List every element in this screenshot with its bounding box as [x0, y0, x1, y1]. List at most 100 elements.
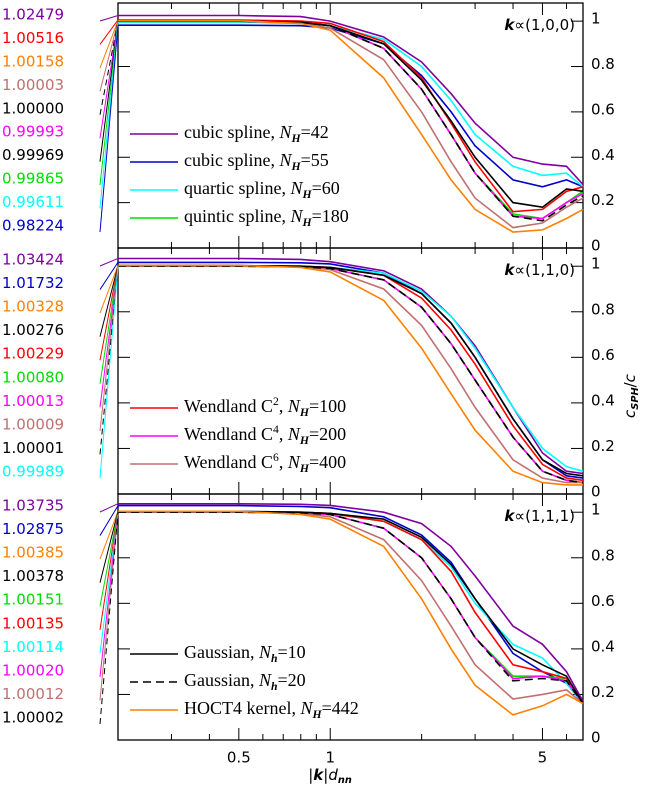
text-part: nn	[338, 775, 352, 786]
limit-label: 0.98224	[2, 217, 64, 235]
text-part: SPH	[630, 387, 641, 409]
limit-connector	[99, 265, 119, 361]
legend-label: quartic spline, NH=60	[184, 178, 340, 201]
text-part: ,	[279, 452, 288, 472]
limit-label: 1.03424	[2, 251, 64, 269]
text-part: ∝(1,1,1)	[514, 507, 575, 525]
limit-connector	[99, 265, 119, 314]
text-part: =55	[301, 150, 329, 170]
limit-connector	[99, 20, 119, 69]
limit-connector	[99, 265, 119, 384]
limit-connector	[99, 512, 119, 725]
limit-label: 1.03735	[2, 497, 64, 515]
y-axis-label: cSPH/c	[621, 373, 642, 418]
text-part: Wendland C	[184, 396, 273, 416]
limit-label: 0.99969	[2, 146, 64, 164]
curve	[118, 261, 584, 479]
text-part: cubic spline,	[184, 150, 279, 170]
limit-label: 1.00002	[2, 709, 64, 727]
limit-connector	[99, 21, 119, 115]
legend-label: Gaussian, Nh=10	[184, 642, 306, 665]
legend-label: cubic spline, NH=55	[184, 150, 329, 173]
curve	[118, 265, 584, 484]
panel-annotation: k∝(1,1,1)	[504, 507, 575, 525]
text-part: N	[289, 178, 303, 198]
curve	[118, 14, 584, 186]
limit-connector	[99, 21, 119, 139]
y-tick-label: 0.2	[591, 191, 615, 209]
text-part: N	[299, 698, 313, 718]
x-axis-label: |k|dnn	[308, 766, 352, 787]
limit-connector	[99, 262, 119, 290]
legend-label: Wendland C2, NH=100	[184, 395, 346, 419]
curve	[118, 264, 584, 477]
text-part: N	[278, 122, 292, 142]
text-part: H	[312, 708, 323, 721]
text-part: cubic spline,	[184, 122, 279, 142]
text-part: HOCT4 kernel,	[184, 698, 300, 718]
y-tick-label: 0.2	[591, 437, 615, 455]
limit-label: 1.00158	[2, 52, 64, 70]
text-part: =100	[309, 396, 346, 416]
text-part: H	[299, 406, 310, 419]
text-part: c	[621, 373, 639, 382]
panel-annotation: k∝(1,0,0)	[504, 16, 575, 34]
text-part: 2	[273, 395, 279, 408]
legend-label: Gaussian, Nh=20	[184, 670, 306, 693]
limit-connector	[99, 505, 119, 536]
text-part: H	[302, 216, 313, 229]
text-part: Gaussian,	[184, 670, 259, 690]
text-part: ∝(1,1,0)	[514, 261, 575, 279]
y-tick-label: 0.2	[591, 683, 615, 701]
limit-connector	[99, 265, 119, 337]
legend-label: HOCT4 kernel, NH=442	[184, 698, 359, 721]
y-tick-label: 0	[591, 237, 601, 255]
legend-label: quintic spline, NH=180	[184, 206, 349, 229]
limit-label: 1.00151	[2, 591, 64, 609]
x-tick-label: 1	[325, 749, 335, 767]
text-part: k	[504, 507, 515, 525]
text-part: N	[258, 670, 272, 690]
limit-connector	[99, 15, 119, 22]
text-part: ∝(1,0,0)	[514, 16, 575, 34]
text-part: k	[313, 766, 324, 784]
limit-connector	[99, 266, 119, 455]
limit-connector	[99, 511, 119, 560]
limit-label: 1.02875	[2, 520, 64, 538]
curve	[118, 24, 584, 188]
text-part: H	[291, 132, 302, 145]
curve	[118, 265, 584, 484]
limit-label: 1.00385	[2, 544, 64, 562]
text-part: Gaussian,	[184, 642, 259, 662]
text-part: H	[299, 434, 310, 447]
limit-label: 1.00114	[2, 638, 64, 656]
text-part: H	[302, 188, 313, 201]
limit-label: 1.00378	[2, 567, 64, 585]
text-part: =180	[312, 206, 349, 226]
text-part: N	[290, 206, 304, 226]
panel-frame	[117, 493, 584, 741]
y-tick-label: 0.8	[591, 546, 615, 564]
text-part: N	[278, 150, 292, 170]
limit-label: 1.00001	[2, 439, 64, 457]
text-part: d	[328, 766, 338, 784]
y-tick-label: 0.8	[591, 55, 615, 73]
curve	[118, 264, 584, 482]
limit-label: 1.00328	[2, 298, 64, 316]
text-part: 6	[273, 451, 279, 464]
curve	[118, 265, 583, 484]
y-tick-label: 0.6	[591, 346, 615, 364]
text-part: quintic spline,	[184, 206, 291, 226]
text-part: =200	[309, 424, 346, 444]
text-part: c	[621, 409, 639, 418]
text-part: =400	[309, 452, 346, 472]
y-tick-label: 0.4	[591, 391, 615, 409]
text-part: H	[291, 160, 302, 173]
text-part: N	[287, 424, 301, 444]
text-part: ,	[279, 424, 288, 444]
y-tick-label: 0	[591, 729, 601, 747]
x-tick-label: 0.5	[227, 749, 251, 767]
legend-label: Wendland C6, NH=400	[184, 451, 346, 475]
limit-label: 1.00516	[2, 29, 64, 47]
